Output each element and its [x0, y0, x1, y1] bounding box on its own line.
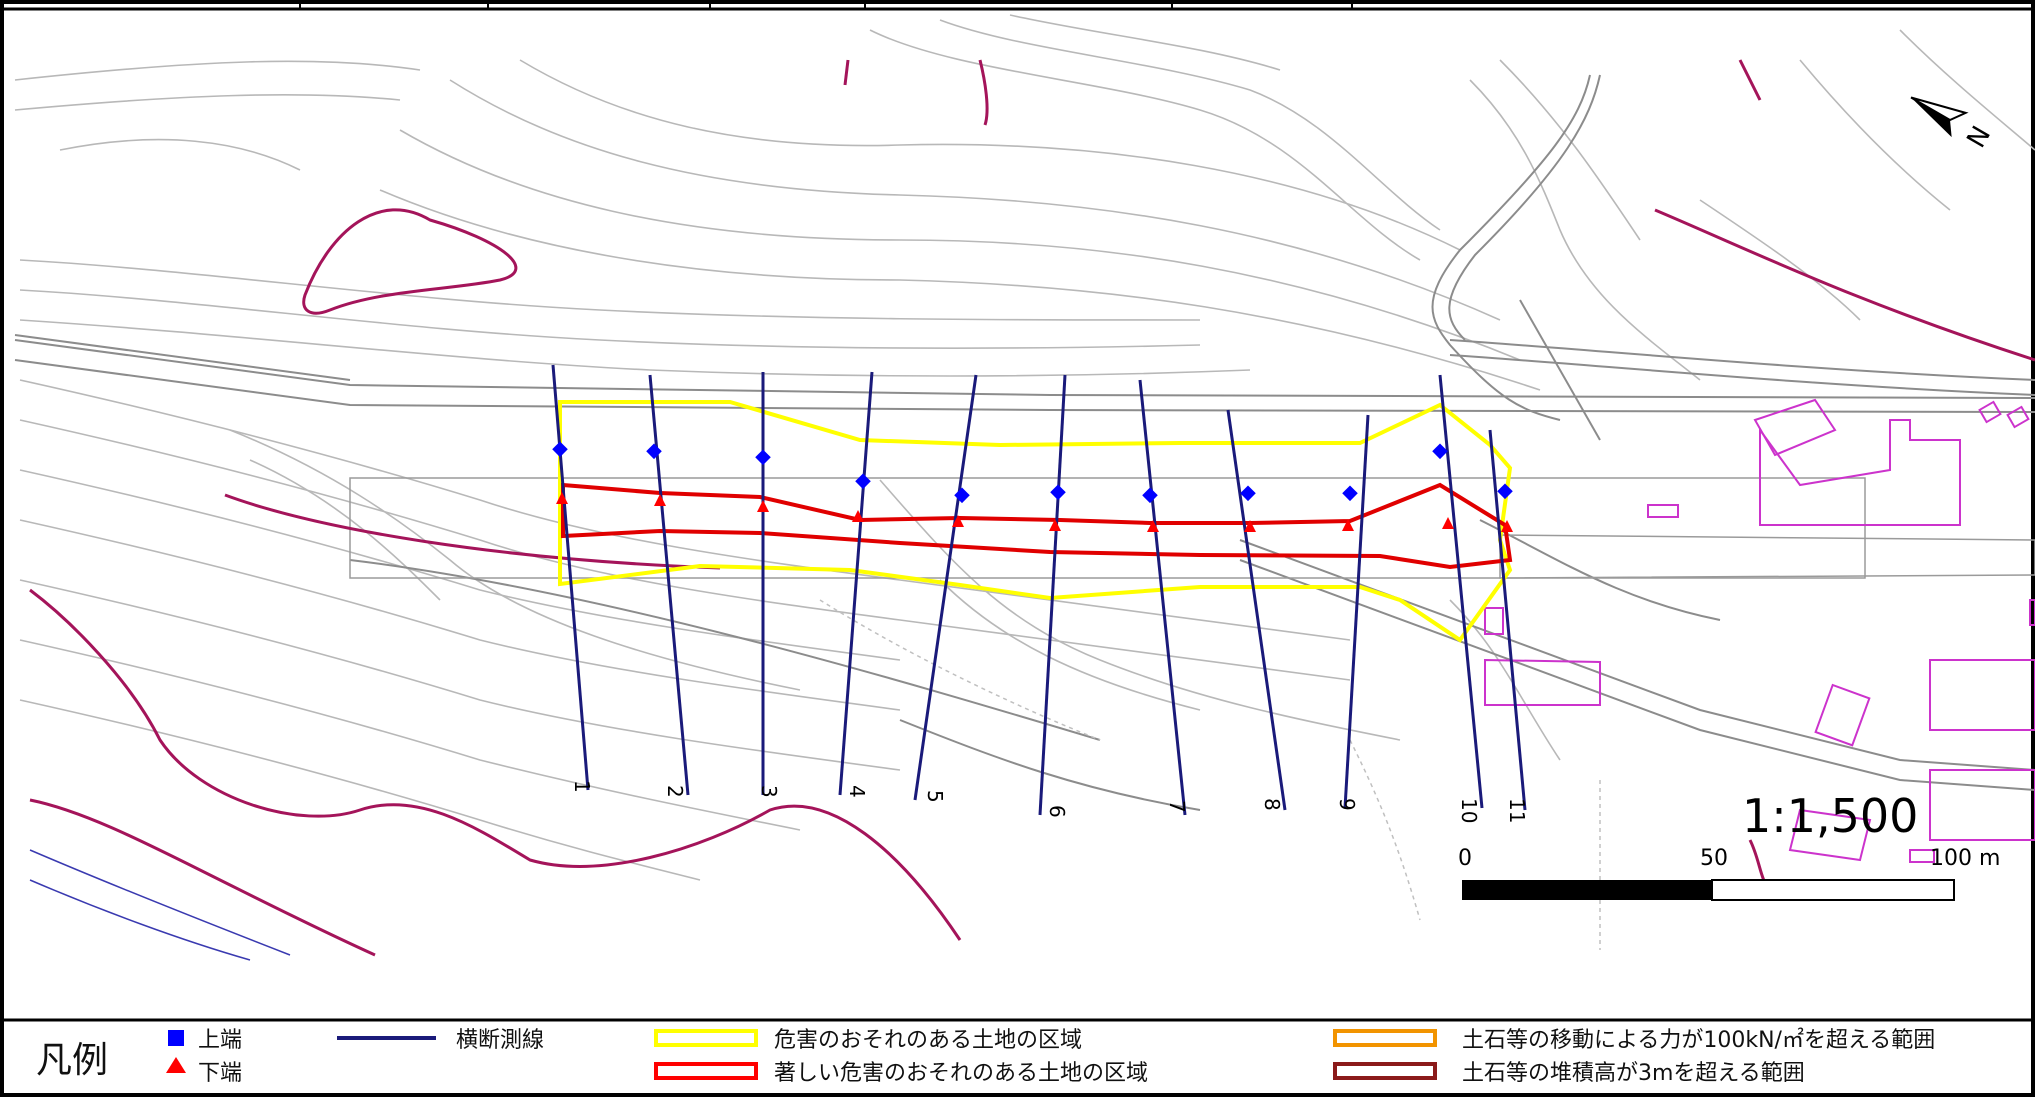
road-outline: [349, 477, 1866, 579]
lower-edge-marker: [1342, 519, 1354, 531]
lower-edge-marker: [654, 494, 666, 506]
survey-lines: 1 2 3 4 5 6 7 8 9 10 11: [551, 364, 1529, 823]
survey-line: [648, 374, 690, 796]
legend: 凡例 上端 下端 横断測線 危害のおそれのある土地の区域 著しい危害のおそれのあ…: [36, 1027, 1935, 1086]
survey-line: [913, 374, 978, 801]
survey-line-label: 10: [1457, 798, 1481, 823]
survey-line-label: 5: [923, 790, 947, 803]
severe-hazard-zone: [561, 482, 1513, 570]
survey-line-label: 7: [1165, 800, 1189, 813]
contour-lines: [14, 14, 2035, 881]
lower-edge-marker: [1501, 520, 1513, 532]
buildings: [1484, 398, 2035, 863]
stream-lines: [29, 849, 291, 961]
legend-severe-hazard-zone: 著しい危害のおそれのある土地の区域: [774, 1061, 1148, 1086]
upper-edge-marker: [855, 473, 871, 490]
upper-edge-marker: [1497, 483, 1513, 500]
survey-line-label: 8: [1260, 798, 1284, 811]
scale-bar: 0 50 100 m: [1458, 846, 2000, 901]
survey-line-label: 9: [1335, 798, 1359, 811]
lower-edge-marker: [952, 515, 964, 527]
survey-line: [1138, 379, 1187, 816]
upper-edge-marker: [1050, 484, 1066, 501]
legend-title: 凡例: [36, 1040, 108, 1081]
survey-line-label: 1: [570, 780, 594, 793]
survey-line-label: 11: [1505, 798, 1529, 823]
survey-line: [551, 364, 590, 791]
upper-edge-marker: [1240, 485, 1256, 502]
legend-lower-edge: 下端: [198, 1061, 242, 1086]
lower-edge-marker: [1049, 519, 1061, 531]
upper-edge-marker: [954, 487, 970, 504]
survey-line: [1343, 414, 1370, 809]
north-arrow-icon: N: [1910, 96, 1997, 153]
upper-edge-marker: [1342, 485, 1358, 502]
legend-cross-section: 横断測線: [456, 1028, 544, 1053]
scale-tick-0: 0: [1458, 846, 1472, 871]
deposit-swatch: [1333, 1062, 1437, 1080]
survey-line-label: 4: [845, 785, 869, 798]
survey-line-label: 6: [1045, 805, 1069, 818]
upper-edge-marker: [755, 449, 771, 466]
scale-ratio: 1:1,500: [1742, 789, 1918, 843]
upper-edge-marker: [1432, 443, 1448, 460]
lower-edge-marker: [852, 510, 864, 522]
boundary-lines: [819, 599, 1601, 950]
lower-edge-marker: [556, 492, 568, 504]
survey-line: [1226, 409, 1287, 811]
triangle-icon: [166, 1057, 186, 1073]
square-icon: [168, 1030, 184, 1046]
crimson-boundaries: [29, 59, 2035, 957]
north-label: N: [1961, 121, 1997, 153]
header-cells: [299, 0, 1353, 9]
lower-edge-marker: [1147, 520, 1159, 532]
legend-deposit-zone: 土石等の堆積高が3mを超える範囲: [1462, 1061, 1805, 1086]
lower-edge-marker: [757, 500, 769, 512]
scale-tick-100: 100 m: [1930, 846, 2000, 871]
survey-line-label: 3: [757, 785, 781, 798]
hazard-swatch: [654, 1029, 758, 1047]
survey-line: [1038, 374, 1067, 816]
survey-line: [1488, 429, 1527, 811]
upper-edge-marker: [1142, 487, 1158, 504]
lower-edge-marker: [1244, 520, 1256, 532]
legend-hazard-zone: 危害のおそれのある土地の区域: [774, 1028, 1082, 1053]
scale-tick-50: 50: [1700, 846, 1728, 871]
upper-edge-marker: [552, 441, 568, 458]
survey-line: [1438, 374, 1484, 809]
legend-upper-edge: 上端: [198, 1028, 242, 1053]
force-swatch: [1333, 1029, 1437, 1047]
severe-hazard-swatch: [654, 1062, 758, 1080]
legend-force-zone: 土石等の移動による力が100kN/㎡を超える範囲: [1462, 1027, 1935, 1053]
upper-edge-marker: [646, 443, 662, 460]
road-lines: [14, 74, 2035, 811]
survey-line: [838, 371, 874, 796]
lower-edge-marker: [1442, 517, 1454, 529]
survey-line-label: 2: [663, 785, 687, 798]
